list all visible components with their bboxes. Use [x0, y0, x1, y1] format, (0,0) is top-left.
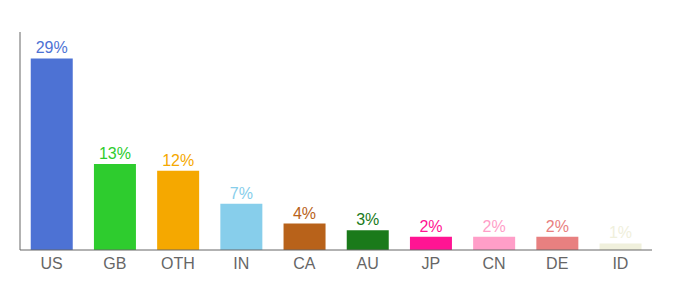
svg-text:US: US [40, 255, 62, 272]
svg-text:JP: JP [421, 255, 440, 272]
svg-text:2%: 2% [483, 218, 506, 235]
svg-text:2%: 2% [419, 218, 442, 235]
svg-text:29%: 29% [36, 39, 68, 56]
svg-text:2%: 2% [546, 218, 569, 235]
svg-text:12%: 12% [162, 152, 194, 169]
svg-text:CA: CA [293, 255, 316, 272]
svg-text:CN: CN [482, 255, 505, 272]
svg-text:GB: GB [103, 255, 126, 272]
svg-text:OTH: OTH [161, 255, 195, 272]
svg-text:3%: 3% [356, 211, 379, 228]
svg-text:13%: 13% [99, 145, 131, 162]
svg-text:1%: 1% [609, 224, 632, 241]
svg-text:IN: IN [233, 255, 249, 272]
svg-text:DE: DE [546, 255, 568, 272]
svg-text:ID: ID [612, 255, 628, 272]
svg-text:7%: 7% [230, 185, 253, 202]
svg-text:AU: AU [356, 255, 378, 272]
svg-text:4%: 4% [293, 205, 316, 222]
